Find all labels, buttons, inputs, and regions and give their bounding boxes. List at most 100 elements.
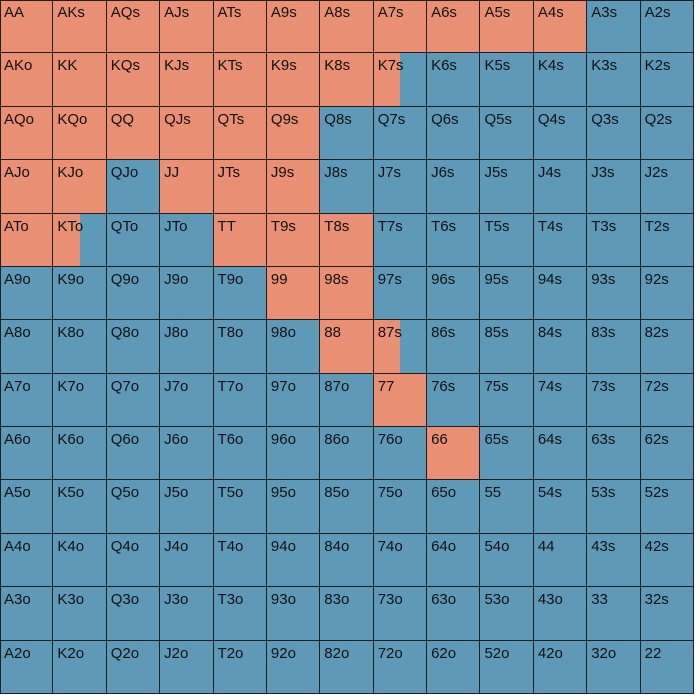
- hand-cell[interactable]: 74s: [533, 373, 588, 428]
- hand-cell[interactable]: AQo: [0, 106, 54, 161]
- hand-cell[interactable]: 85s: [480, 320, 534, 374]
- hand-cell[interactable]: K2o: [53, 640, 107, 694]
- hand-cell[interactable]: 72s: [640, 373, 694, 428]
- hand-cell[interactable]: J8o: [160, 320, 214, 374]
- hand-cell[interactable]: 95o: [266, 480, 321, 534]
- hand-cell[interactable]: T2o: [213, 640, 267, 694]
- hand-cell[interactable]: AKo: [0, 53, 54, 107]
- hand-cell[interactable]: 94s: [533, 266, 588, 321]
- hand-cell[interactable]: A6o: [0, 427, 54, 481]
- hand-cell[interactable]: A7o: [0, 373, 54, 428]
- hand-cell[interactable]: A3s: [587, 0, 641, 54]
- hand-cell[interactable]: QQ: [106, 106, 161, 161]
- hand-cell[interactable]: 44: [533, 533, 588, 588]
- hand-cell[interactable]: 99: [266, 266, 321, 321]
- hand-cell[interactable]: A9s: [266, 0, 321, 54]
- hand-cell[interactable]: 52o: [480, 640, 534, 694]
- hand-cell[interactable]: K6s: [427, 53, 481, 107]
- hand-cell[interactable]: 93o: [266, 587, 321, 641]
- hand-cell[interactable]: K3o: [53, 587, 107, 641]
- hand-cell[interactable]: 83s: [587, 320, 641, 374]
- hand-cell[interactable]: K6o: [53, 427, 107, 481]
- hand-cell[interactable]: T3o: [213, 587, 267, 641]
- hand-cell[interactable]: KJo: [53, 160, 107, 214]
- hand-cell[interactable]: Q8s: [320, 106, 374, 161]
- hand-cell[interactable]: 86s: [427, 320, 481, 374]
- hand-cell[interactable]: AA: [0, 0, 54, 54]
- hand-cell[interactable]: Q9s: [266, 106, 321, 161]
- hand-cell[interactable]: T3s: [587, 213, 641, 267]
- hand-cell[interactable]: 22: [640, 640, 694, 694]
- hand-cell[interactable]: ATo: [0, 213, 54, 267]
- hand-cell[interactable]: K7s: [373, 53, 428, 107]
- hand-cell[interactable]: K2s: [640, 53, 694, 107]
- hand-cell[interactable]: A8s: [320, 0, 374, 54]
- hand-cell[interactable]: 43s: [587, 533, 641, 588]
- hand-cell[interactable]: K5o: [53, 480, 107, 534]
- hand-cell[interactable]: Q3o: [106, 587, 161, 641]
- hand-cell[interactable]: AJo: [0, 160, 54, 214]
- hand-cell[interactable]: 55: [480, 480, 534, 534]
- hand-cell[interactable]: J3s: [587, 160, 641, 214]
- hand-cell[interactable]: 75o: [373, 480, 428, 534]
- hand-cell[interactable]: KTo: [53, 213, 107, 267]
- hand-cell[interactable]: K4o: [53, 533, 107, 588]
- hand-cell[interactable]: K7o: [53, 373, 107, 428]
- hand-cell[interactable]: JTs: [213, 160, 267, 214]
- hand-cell[interactable]: 96s: [427, 266, 481, 321]
- hand-cell[interactable]: A9o: [0, 266, 54, 321]
- hand-cell[interactable]: 64s: [533, 427, 588, 481]
- hand-cell[interactable]: QTs: [213, 106, 267, 161]
- hand-cell[interactable]: 92s: [640, 266, 694, 321]
- hand-cell[interactable]: 97o: [266, 373, 321, 428]
- hand-cell[interactable]: Q7o: [106, 373, 161, 428]
- hand-cell[interactable]: Q3s: [587, 106, 641, 161]
- hand-cell[interactable]: 85o: [320, 480, 374, 534]
- hand-cell[interactable]: Q2s: [640, 106, 694, 161]
- hand-cell[interactable]: Q6o: [106, 427, 161, 481]
- hand-cell[interactable]: AQs: [106, 0, 161, 54]
- hand-cell[interactable]: 53o: [480, 587, 534, 641]
- hand-cell[interactable]: J7o: [160, 373, 214, 428]
- hand-cell[interactable]: JTo: [160, 213, 214, 267]
- hand-cell[interactable]: 73s: [587, 373, 641, 428]
- hand-cell[interactable]: J9s: [266, 160, 321, 214]
- hand-cell[interactable]: J2o: [160, 640, 214, 694]
- hand-cell[interactable]: J6s: [427, 160, 481, 214]
- hand-cell[interactable]: 75s: [480, 373, 534, 428]
- hand-cell[interactable]: 42s: [640, 533, 694, 588]
- hand-cell[interactable]: K8s: [320, 53, 374, 107]
- hand-cell[interactable]: T7o: [213, 373, 267, 428]
- hand-cell[interactable]: 97s: [373, 266, 428, 321]
- hand-cell[interactable]: J3o: [160, 587, 214, 641]
- hand-cell[interactable]: J9o: [160, 266, 214, 321]
- hand-cell[interactable]: QJo: [106, 160, 161, 214]
- hand-cell[interactable]: 92o: [266, 640, 321, 694]
- hand-cell[interactable]: J6o: [160, 427, 214, 481]
- hand-cell[interactable]: 74o: [373, 533, 428, 588]
- hand-cell[interactable]: 64o: [427, 533, 481, 588]
- hand-cell[interactable]: KQs: [106, 53, 161, 107]
- hand-cell[interactable]: A8o: [0, 320, 54, 374]
- hand-cell[interactable]: QTo: [106, 213, 161, 267]
- hand-cell[interactable]: 33: [587, 587, 641, 641]
- hand-cell[interactable]: 62s: [640, 427, 694, 481]
- hand-cell[interactable]: T5o: [213, 480, 267, 534]
- hand-cell[interactable]: 95s: [480, 266, 534, 321]
- hand-cell[interactable]: 76s: [427, 373, 481, 428]
- hand-cell[interactable]: 32s: [640, 587, 694, 641]
- hand-cell[interactable]: T9o: [213, 266, 267, 321]
- hand-cell[interactable]: Q5o: [106, 480, 161, 534]
- hand-cell[interactable]: K3s: [587, 53, 641, 107]
- hand-cell[interactable]: Q6s: [427, 106, 481, 161]
- hand-cell[interactable]: K8o: [53, 320, 107, 374]
- hand-cell[interactable]: 53s: [587, 480, 641, 534]
- hand-cell[interactable]: AKs: [53, 0, 107, 54]
- hand-cell[interactable]: J7s: [373, 160, 428, 214]
- hand-cell[interactable]: AJs: [160, 0, 214, 54]
- hand-cell[interactable]: ATs: [213, 0, 267, 54]
- hand-cell[interactable]: J4s: [533, 160, 588, 214]
- hand-cell[interactable]: K9s: [266, 53, 321, 107]
- hand-cell[interactable]: 84o: [320, 533, 374, 588]
- hand-cell[interactable]: KTs: [213, 53, 267, 107]
